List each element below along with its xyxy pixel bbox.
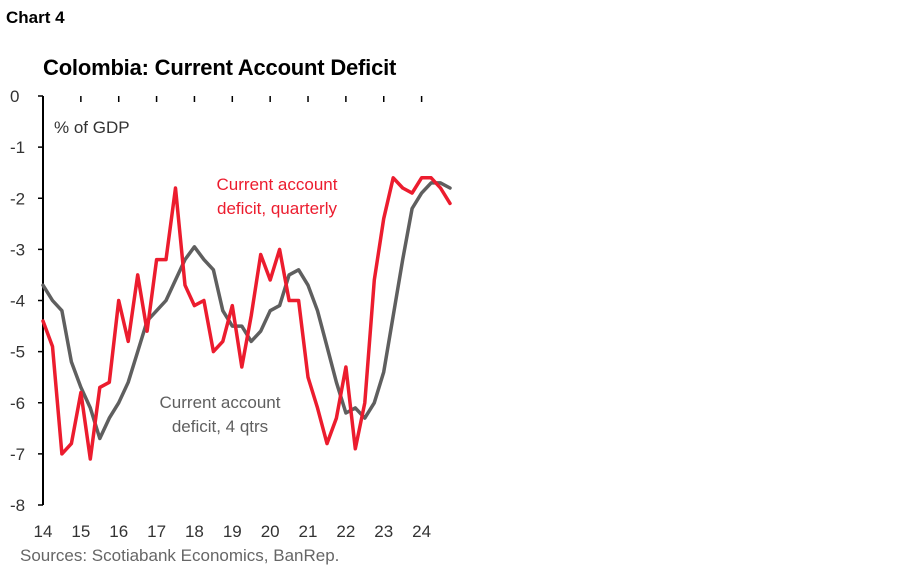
y-tick-label: -5 <box>10 343 25 362</box>
series-lines <box>41 176 452 461</box>
y-axis-label: % of GDP <box>54 118 130 137</box>
annotation-quarterly: Current account <box>217 175 338 194</box>
x-tick-label: 22 <box>336 522 355 541</box>
x-tick-label: 17 <box>147 522 166 541</box>
annotation-4-qtrs: deficit, 4 qtrs <box>172 417 268 436</box>
x-tick-label: 21 <box>299 522 318 541</box>
y-tick-label: -6 <box>10 394 25 413</box>
y-tick-label: 0 <box>10 87 19 106</box>
annotation-quarterly: deficit, quarterly <box>217 199 337 218</box>
x-tick-label: 19 <box>223 522 242 541</box>
annotations: Current account deficit, quarterly Current… <box>160 175 338 436</box>
x-tick-label: 18 <box>185 522 204 541</box>
x-axis: 14 15 16 17 18 19 20 21 22 23 24 <box>34 96 431 541</box>
y-tick-label: -3 <box>10 240 25 259</box>
y-axis: 0 -1 -2 -3 -4 -5 -6 -7 -8 <box>10 87 44 515</box>
source-note: Sources: Scotiabank Economics, BanRep. <box>20 546 340 565</box>
chart-number: Chart 4 <box>6 8 65 27</box>
x-tick-label: 14 <box>34 522 53 541</box>
x-tick-label: 16 <box>109 522 128 541</box>
x-tick-label: 23 <box>374 522 393 541</box>
y-tick-label: -7 <box>10 445 25 464</box>
x-tick-label: 24 <box>412 522 431 541</box>
y-tick-label: -8 <box>10 496 25 515</box>
series-line-quarterly <box>41 176 452 461</box>
x-tick-label: 20 <box>261 522 280 541</box>
x-tick-label: 15 <box>71 522 90 541</box>
y-tick-label: -4 <box>10 292 25 311</box>
chart-title: Colombia: Current Account Deficit <box>43 55 397 80</box>
y-tick-label: -1 <box>10 138 25 157</box>
annotation-4-qtrs: Current account <box>160 393 281 412</box>
y-tick-label: -2 <box>10 189 25 208</box>
